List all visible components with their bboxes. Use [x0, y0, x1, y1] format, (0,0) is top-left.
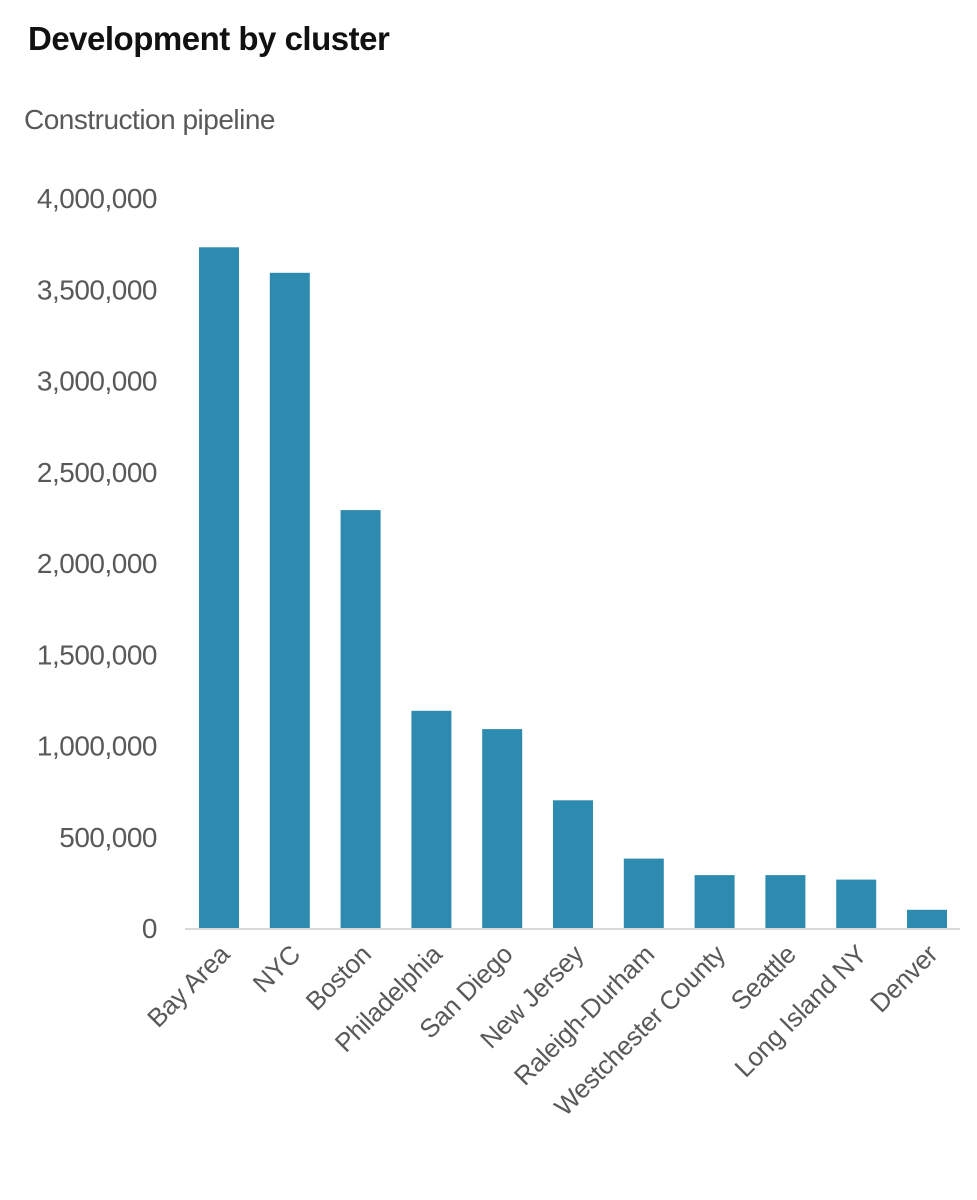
- bar: [907, 909, 947, 929]
- bar: [765, 875, 806, 928]
- y-tick-label: 2,000,000: [37, 548, 157, 579]
- bar: [340, 510, 381, 928]
- y-tick-label: 1,500,000: [37, 639, 157, 670]
- y-tick-label: 500,000: [59, 822, 157, 853]
- bar: [482, 729, 523, 928]
- bar: [623, 858, 664, 928]
- bar: [411, 710, 452, 928]
- x-tick-label: Denver: [864, 939, 944, 1019]
- x-tick-label: NYC: [247, 939, 306, 998]
- bar: [553, 800, 593, 929]
- bar: [199, 247, 239, 929]
- y-tick-label: 4,000,000: [37, 183, 157, 214]
- bars: [199, 247, 947, 929]
- bar: [836, 879, 877, 928]
- bar: [694, 875, 735, 928]
- y-tick-label: 3,500,000: [37, 274, 157, 305]
- y-tick-label: 1,000,000: [37, 731, 157, 762]
- y-tick-label: 2,500,000: [37, 457, 157, 488]
- bar: [269, 272, 310, 928]
- y-tick-label: 0: [142, 913, 157, 944]
- chart-subtitle: Construction pipeline: [24, 104, 276, 135]
- x-tick-label: Bay Area: [141, 938, 236, 1033]
- y-tick-label: 3,000,000: [37, 366, 157, 397]
- chart-title: Development by cluster: [28, 20, 390, 57]
- y-axis-ticks: 0 500,000 1,000,000 1,500,000 2,000,000 2,500…: [37, 183, 158, 944]
